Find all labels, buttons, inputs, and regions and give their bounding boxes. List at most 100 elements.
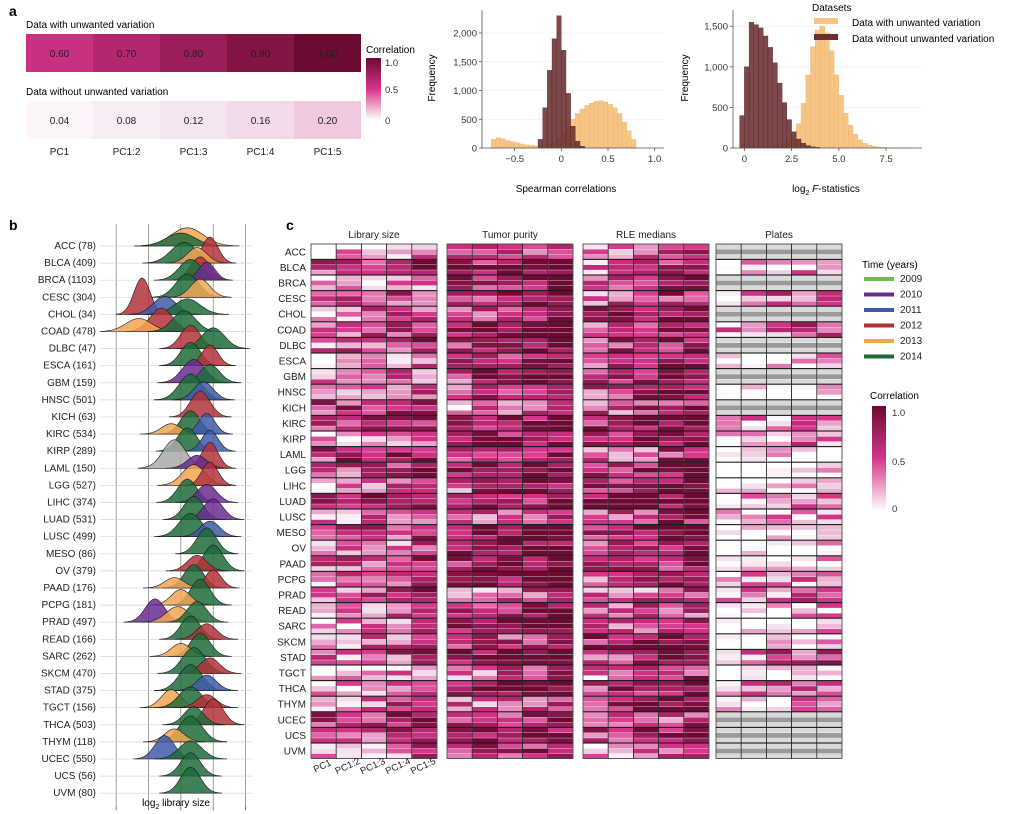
heatmap-subcell: [447, 311, 472, 317]
heatmap-subcell: [741, 348, 766, 354]
heatmap-subcell: [412, 504, 437, 510]
heatmap-subcell: [361, 405, 387, 411]
heatmap-subcell: [472, 545, 497, 551]
heatmap-subcell: [523, 649, 548, 655]
heatmap-subcell: [497, 691, 523, 697]
heatmap-subcell: [792, 618, 817, 624]
heatmap-subcell: [659, 681, 684, 686]
heatmap-subcell: [472, 608, 497, 614]
heatmap-subcell: [361, 343, 387, 348]
heatmap-subcell: [583, 613, 608, 619]
heatmap-pc-label: PC1: [50, 147, 70, 158]
heatmap-subcell: [817, 285, 842, 291]
heatmap-subcell: [387, 452, 412, 458]
heatmap-subcell: [523, 608, 548, 614]
heatmap-subcell: [387, 431, 412, 437]
heatmap-cell-border: [547, 555, 574, 572]
heatmap-subcell: [741, 327, 766, 333]
heatmap-subcell: [766, 608, 792, 614]
heatmap-subcell: [792, 296, 817, 302]
heatmap-subcell: [387, 343, 412, 348]
heatmap-subcell: [684, 686, 709, 692]
heatmap-subcell: [311, 478, 336, 484]
heatmap-subcell: [716, 301, 741, 307]
hist-bar: [556, 15, 562, 149]
heatmap-subcell: [387, 374, 412, 380]
heatmap-subcell: [633, 254, 659, 260]
heatmap-subcell: [387, 551, 412, 556]
heatmap-subcell: [792, 473, 817, 478]
heatmap-subcell: [716, 317, 741, 322]
heatmap-cell-border: [683, 415, 710, 432]
heatmap-subcell: [659, 753, 684, 759]
heatmap-subcell: [633, 701, 659, 707]
heatmap-subcell: [412, 483, 437, 489]
heatmap-subcell: [766, 748, 792, 754]
heatmap-subcell: [716, 707, 741, 712]
heatmap-subcell: [684, 665, 709, 671]
heatmap-subcell: [361, 327, 387, 333]
heatmap-subcell: [659, 722, 684, 728]
heatmap-subcell: [361, 249, 387, 255]
heatmap-subcell: [311, 426, 336, 432]
heatmap-subcell: [633, 623, 659, 629]
heatmap-subcell: [716, 530, 741, 536]
hist-bar: [786, 119, 792, 149]
heatmap-subcell: [497, 259, 523, 265]
heatmap-subcell: [716, 478, 741, 484]
heatmap-subcell: [497, 603, 523, 608]
heatmap-cell-without: [227, 101, 294, 139]
heatmap-subcell: [766, 374, 792, 380]
heatmap-subcell: [447, 379, 472, 385]
heatmap-subcell: [523, 655, 548, 660]
heatmap-subcell: [387, 660, 412, 666]
heatmap-subcell: [387, 421, 412, 426]
corr-legend-c: Correlation 1.0 0.5 0: [870, 391, 919, 515]
heatmap-subcell: [361, 530, 387, 536]
heatmap-subcell: [387, 665, 412, 671]
hist-bar: [617, 113, 623, 149]
cancer-label: LAML: [280, 450, 307, 461]
heatmap-subcell: [684, 670, 709, 676]
heatmap-subcell: [583, 400, 608, 406]
heatmap-subcell: [523, 483, 548, 489]
heatmap-subcell: [497, 618, 523, 624]
heatmap-subcell: [741, 722, 766, 728]
heatmap-subcell: [523, 270, 548, 276]
heatmap-subcell: [766, 426, 792, 432]
heatmap-subcell: [548, 389, 573, 395]
heatmap-subcell: [659, 587, 684, 593]
heatmap-subcell: [412, 556, 437, 562]
heatmap-subcell: [817, 551, 842, 556]
heatmap-subcell: [412, 727, 437, 733]
hist-bar: [514, 142, 520, 149]
heatmap-subcell: [716, 363, 741, 369]
heatmap-subcell: [633, 629, 659, 634]
heatmap-subcell: [447, 389, 472, 395]
heatmap-subcell: [361, 514, 387, 520]
heatmap-subcell: [716, 358, 741, 364]
heatmap-subcell: [548, 618, 573, 624]
heatmap-subcell: [472, 374, 497, 380]
hist-bar: [852, 134, 858, 149]
heatmap-subcell: [766, 317, 792, 322]
heatmap-subcell: [817, 717, 842, 723]
ridge-density: [165, 601, 229, 623]
heatmap-subcell: [659, 395, 684, 400]
heatmap-subcell: [817, 275, 842, 281]
heatmap-subcell: [497, 270, 523, 276]
pc-axis-label: PC1: [312, 758, 333, 776]
heatmap-subcell: [766, 379, 792, 385]
heatmap-subcell: [548, 504, 573, 510]
heatmap-subcell: [817, 655, 842, 660]
heatmap-subcell: [741, 270, 766, 276]
heatmap-subcell: [659, 353, 684, 359]
heatmap-subcell: [361, 592, 387, 598]
heatmap-subcell: [583, 374, 608, 380]
heatmap-subcell: [472, 712, 497, 718]
heatmap-subcell: [608, 571, 633, 577]
heatmap-subcell: [633, 384, 659, 390]
heatmap-subcell: [387, 577, 412, 582]
heatmap-subcell: [361, 436, 387, 442]
